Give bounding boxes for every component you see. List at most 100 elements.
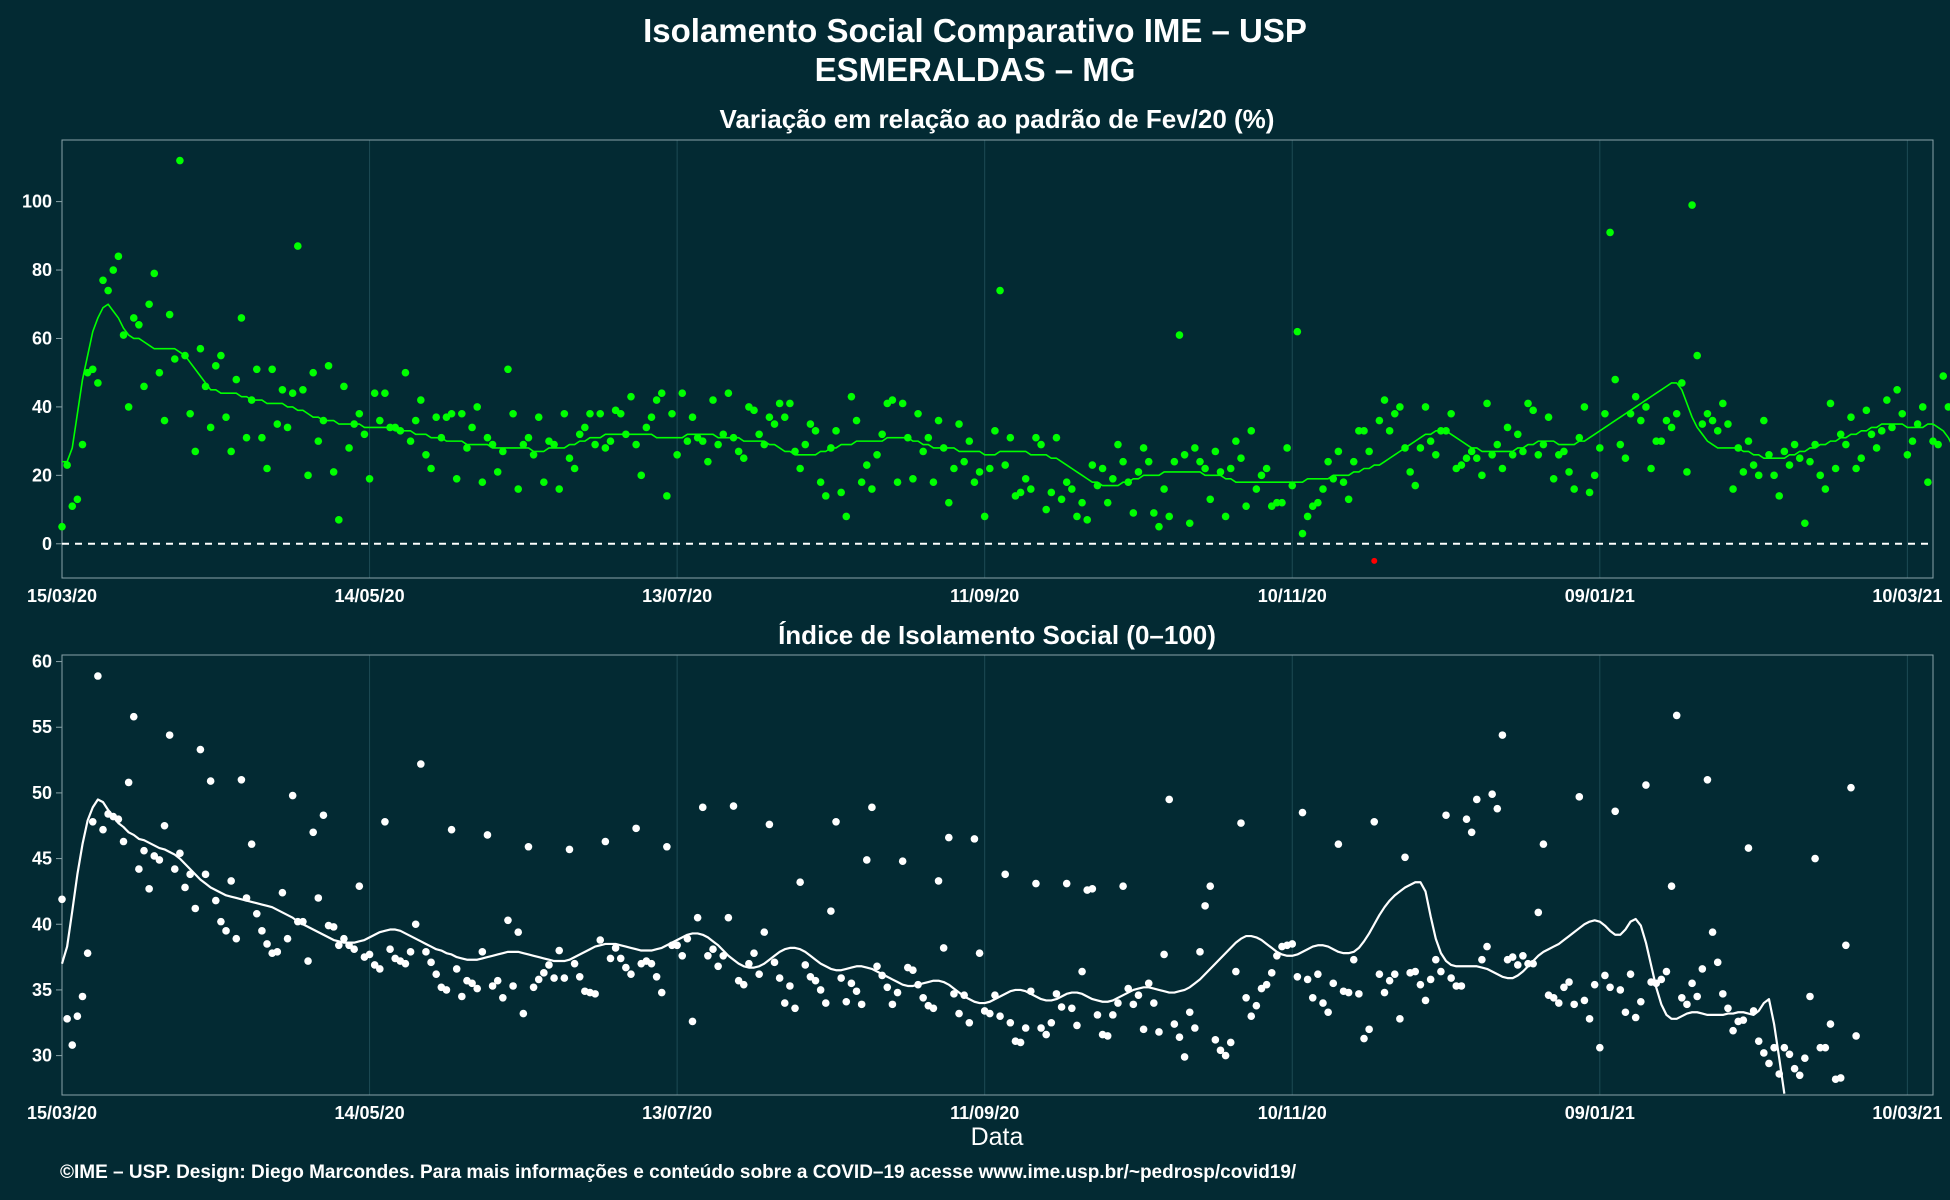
top-data-point bbox=[1478, 471, 1486, 480]
bottom-data-point bbox=[1175, 1033, 1184, 1042]
top-data-point bbox=[1185, 519, 1194, 528]
top-data-point bbox=[1134, 468, 1143, 476]
bottom-data-point bbox=[1242, 994, 1250, 1002]
bottom-data-point bbox=[657, 988, 666, 997]
top-data-point bbox=[1114, 440, 1122, 449]
top-data-point bbox=[760, 440, 769, 449]
top-data-point bbox=[1139, 444, 1148, 452]
top-data-point bbox=[945, 498, 953, 507]
top-data-point bbox=[1626, 409, 1635, 418]
top-data-point bbox=[986, 464, 994, 473]
bottom-data-point bbox=[401, 959, 410, 968]
bottom-data-point bbox=[1124, 984, 1133, 993]
bottom-data-point bbox=[878, 971, 886, 980]
top-data-point bbox=[94, 379, 102, 387]
bottom-data-point bbox=[960, 991, 968, 999]
bottom-data-point bbox=[1790, 1064, 1799, 1073]
bottom-data-point bbox=[422, 948, 430, 956]
bottom-data-point bbox=[1365, 1025, 1373, 1034]
bottom-data-point bbox=[483, 831, 492, 839]
top-data-point bbox=[314, 437, 323, 445]
bottom-data-point bbox=[1703, 775, 1712, 784]
top-data-point bbox=[504, 365, 512, 374]
bottom-data-point bbox=[1390, 970, 1399, 978]
bottom-data-point bbox=[1713, 958, 1722, 967]
top-data-point bbox=[1232, 437, 1240, 445]
bottom-data-point bbox=[1385, 976, 1394, 985]
bottom-data-point bbox=[1780, 1043, 1789, 1052]
bottom-data-point bbox=[1160, 950, 1168, 959]
top-data-point bbox=[791, 447, 799, 456]
top-data-point bbox=[73, 495, 82, 504]
bottom-data-point bbox=[1139, 1025, 1148, 1034]
bottom-x-tick-label: 14/05/20 bbox=[335, 1103, 405, 1123]
top-data-point bbox=[683, 437, 692, 445]
top-data-point bbox=[119, 331, 128, 339]
top-y-tick-label: 0 bbox=[42, 534, 52, 554]
top-data-point bbox=[1349, 457, 1358, 466]
top-x-tick-label: 09/01/21 bbox=[1565, 586, 1635, 606]
top-data-point bbox=[1785, 461, 1794, 469]
top-data-point bbox=[1483, 399, 1491, 408]
bottom-data-point bbox=[1488, 790, 1496, 799]
top-data-point bbox=[1744, 437, 1753, 445]
bottom-data-point bbox=[729, 802, 738, 810]
bottom-data-point bbox=[1529, 959, 1537, 968]
bottom-data-point bbox=[1534, 908, 1543, 917]
bottom-data-point bbox=[816, 986, 825, 994]
bottom-data-point bbox=[1652, 979, 1660, 988]
bottom-data-point bbox=[288, 791, 297, 800]
top-data-point bbox=[724, 389, 733, 398]
bottom-data-point bbox=[406, 948, 415, 956]
top-data-point bbox=[1513, 430, 1522, 439]
top-data-point bbox=[555, 485, 564, 493]
top-data-point bbox=[1144, 457, 1153, 466]
top-data-point bbox=[1021, 474, 1030, 483]
top-data-point bbox=[534, 413, 543, 421]
top-data-point bbox=[58, 522, 66, 531]
top-data-point bbox=[786, 399, 794, 408]
top-data-point bbox=[729, 433, 738, 442]
bottom-data-point bbox=[1826, 1020, 1835, 1028]
bottom-y-tick-label: 60 bbox=[32, 652, 52, 672]
top-data-point bbox=[924, 433, 933, 442]
bottom-data-point bbox=[447, 825, 456, 834]
top-data-point bbox=[63, 461, 71, 469]
bottom-data-point bbox=[852, 987, 861, 996]
bottom-data-point bbox=[1068, 1004, 1076, 1013]
top-data-point bbox=[1247, 427, 1256, 435]
top-data-point bbox=[1191, 444, 1199, 452]
bottom-data-point bbox=[1308, 994, 1317, 1002]
bottom-data-point bbox=[1062, 879, 1071, 888]
top-data-point bbox=[360, 430, 369, 439]
top-data-point bbox=[765, 413, 774, 421]
top-data-point bbox=[960, 457, 968, 466]
bottom-data-point bbox=[1093, 1011, 1102, 1019]
top-y-tick-label: 80 bbox=[32, 260, 52, 280]
top-data-point bbox=[832, 427, 840, 435]
top-data-point bbox=[1903, 451, 1912, 459]
bottom-data-point bbox=[673, 941, 681, 950]
top-data-point bbox=[350, 420, 358, 428]
bottom-data-point bbox=[1329, 979, 1338, 988]
bottom-data-point bbox=[381, 818, 389, 826]
top-data-point bbox=[622, 430, 630, 439]
top-data-point bbox=[1226, 464, 1235, 473]
bottom-data-point bbox=[1042, 1030, 1050, 1039]
bottom-data-point bbox=[78, 992, 87, 1001]
top-data-point bbox=[1334, 447, 1343, 456]
bottom-data-point bbox=[606, 954, 615, 963]
top-data-point bbox=[1283, 444, 1291, 452]
top-data-point bbox=[417, 396, 425, 404]
bottom-data-point bbox=[1426, 975, 1435, 984]
bottom-data-point bbox=[873, 962, 881, 971]
top-data-point bbox=[268, 365, 276, 374]
top-data-point bbox=[324, 362, 333, 370]
bottom-data-point bbox=[929, 1004, 938, 1013]
bottom-data-point bbox=[970, 835, 979, 843]
bottom-data-point bbox=[934, 877, 943, 885]
top-data-point bbox=[1278, 498, 1286, 507]
top-data-point bbox=[524, 433, 533, 442]
top-data-point bbox=[970, 478, 979, 486]
